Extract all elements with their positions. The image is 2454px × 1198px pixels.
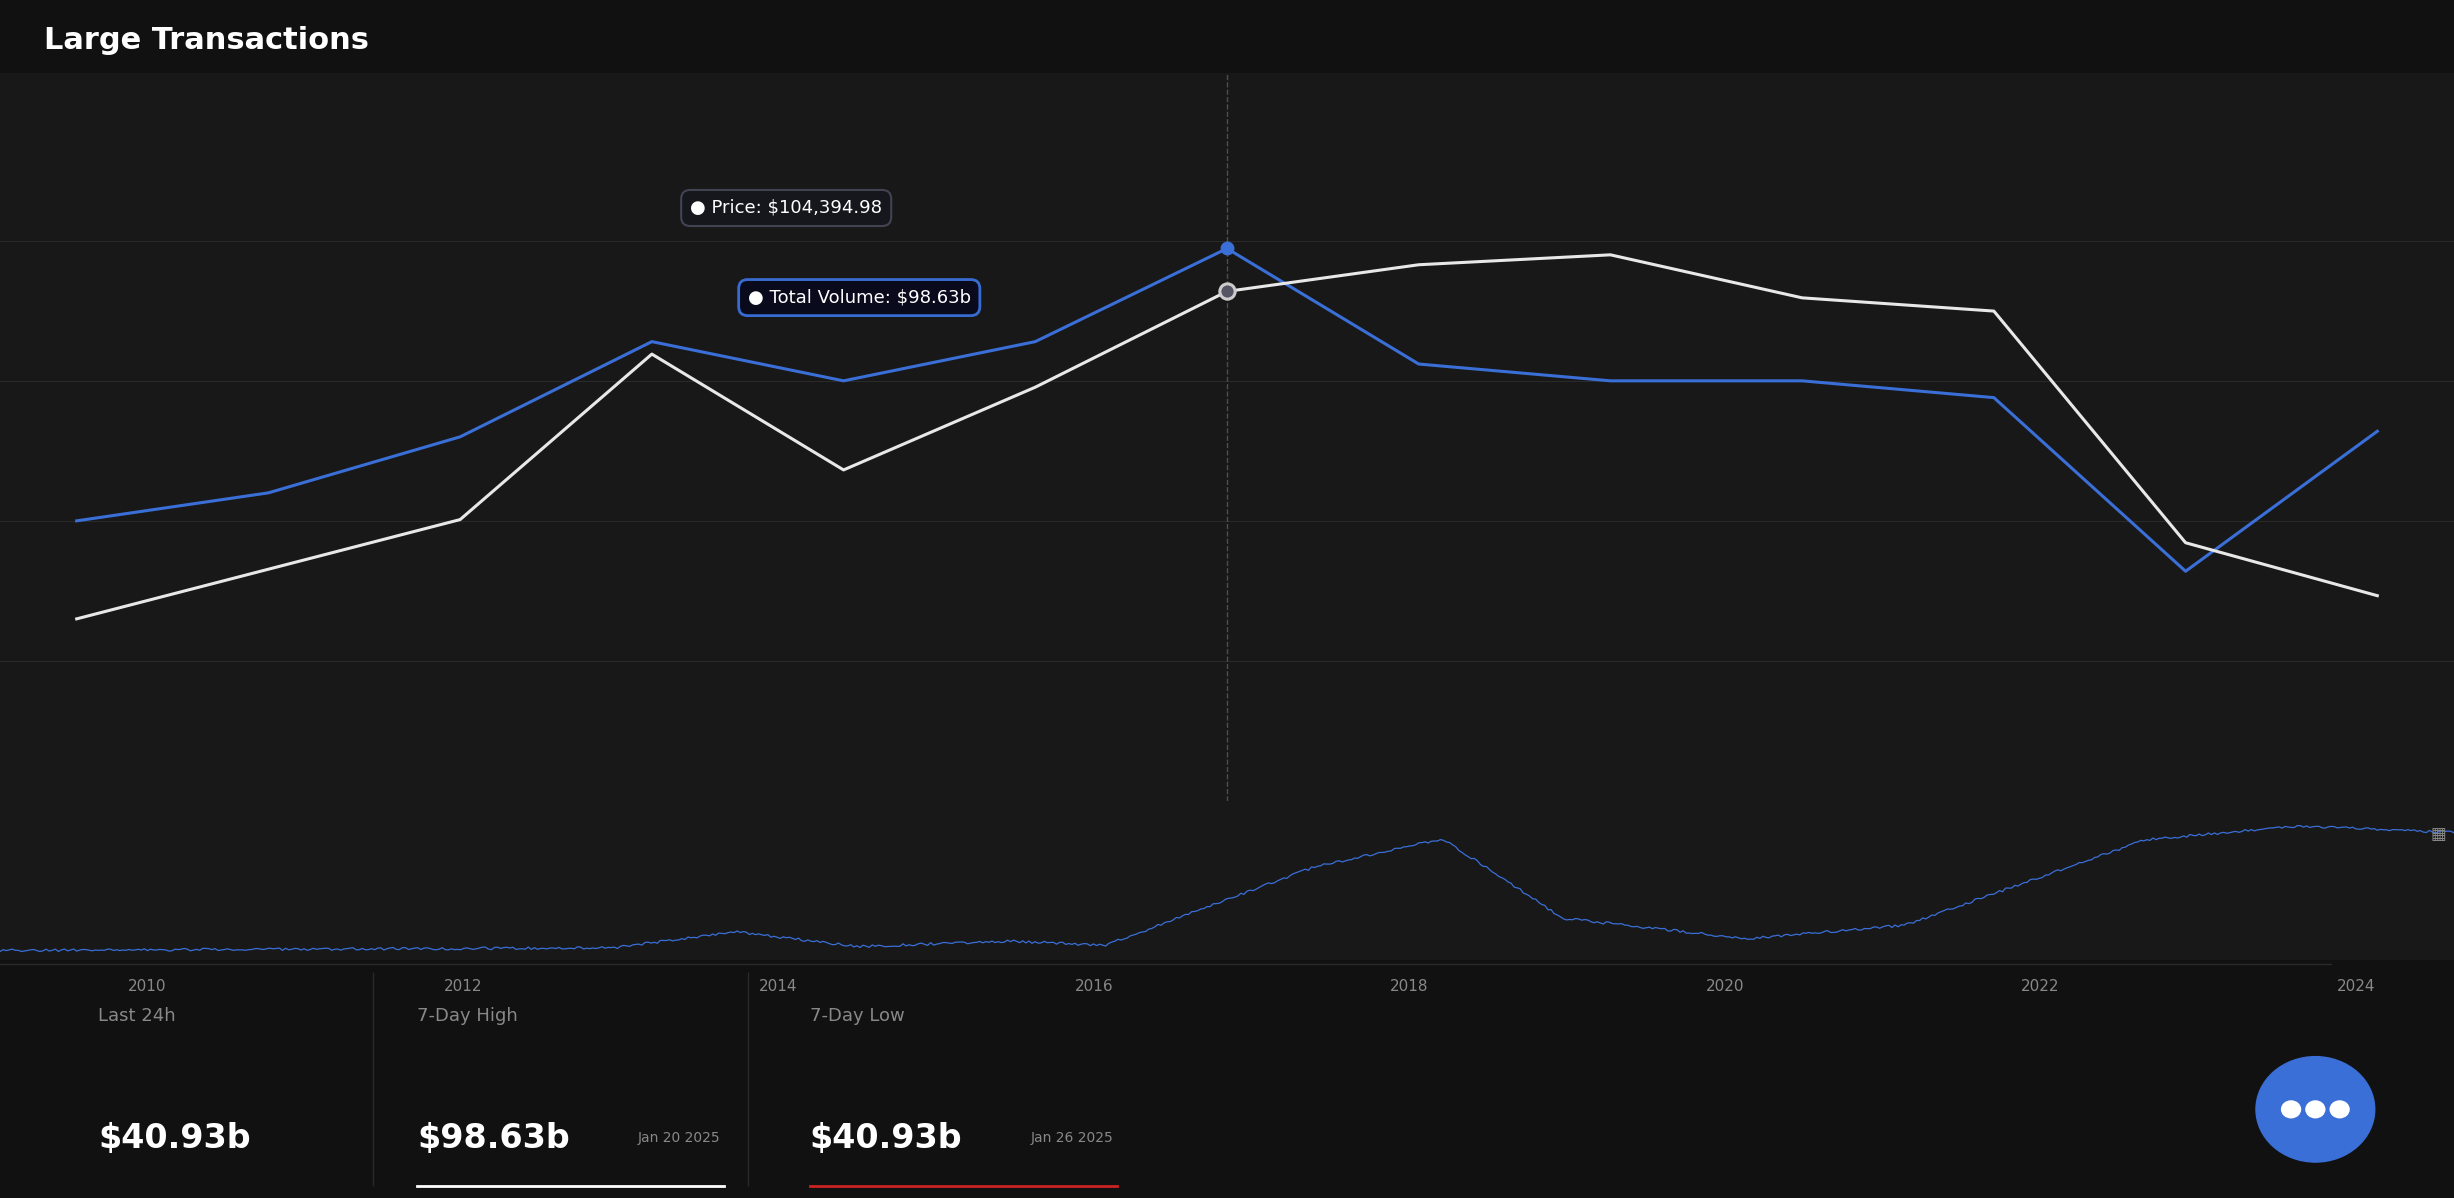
Text: 2014: 2014 <box>758 979 798 994</box>
Text: 2012: 2012 <box>444 979 481 994</box>
Text: $40.93b: $40.93b <box>810 1123 962 1155</box>
Circle shape <box>2282 1101 2299 1118</box>
Text: 7-Day High: 7-Day High <box>417 1008 518 1025</box>
Text: ● Total Volume: $98.63b: ● Total Volume: $98.63b <box>748 289 972 307</box>
Text: 7-Day Low: 7-Day Low <box>810 1008 906 1025</box>
Text: 2016: 2016 <box>1075 979 1114 994</box>
Text: Last 24h: Last 24h <box>98 1008 177 1025</box>
Text: 2010: 2010 <box>128 979 167 994</box>
Circle shape <box>2331 1101 2348 1118</box>
Circle shape <box>2307 1101 2324 1118</box>
Text: ● Price: $104,394.98: ● Price: $104,394.98 <box>690 199 881 217</box>
Text: $98.63b: $98.63b <box>417 1123 569 1155</box>
Text: 2018: 2018 <box>1389 979 1428 994</box>
Text: 2020: 2020 <box>1706 979 1745 994</box>
Text: Monday, 20 Jan 2025: Monday, 20 Jan 2025 <box>1129 855 1325 873</box>
Text: 2022: 2022 <box>2022 979 2059 994</box>
Text: Jan 26 2025: Jan 26 2025 <box>1031 1131 1114 1145</box>
Text: ▦: ▦ <box>2432 824 2447 842</box>
Circle shape <box>2255 1057 2375 1162</box>
Text: 2024: 2024 <box>2336 979 2375 994</box>
Text: $40.93b: $40.93b <box>98 1123 250 1155</box>
Text: Jan 20 2025: Jan 20 2025 <box>638 1131 721 1145</box>
Text: Large Transactions: Large Transactions <box>44 25 368 55</box>
